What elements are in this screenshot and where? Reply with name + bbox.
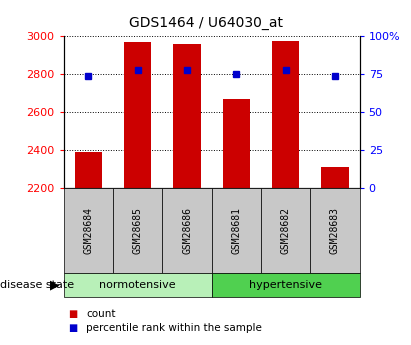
Text: GSM28684: GSM28684 [83, 207, 93, 254]
Text: percentile rank within the sample: percentile rank within the sample [86, 323, 262, 333]
Bar [321, 167, 349, 188]
Bar [223, 99, 250, 188]
Text: ■: ■ [68, 309, 77, 319]
Bar [75, 152, 102, 188]
Text: ■: ■ [68, 323, 77, 333]
Text: GSM28683: GSM28683 [330, 207, 340, 254]
Text: ▶: ▶ [50, 278, 60, 291]
Text: GSM28681: GSM28681 [231, 207, 241, 254]
Text: hypertensive: hypertensive [249, 280, 322, 289]
Text: normotensive: normotensive [99, 280, 176, 289]
Text: GSM28686: GSM28686 [182, 207, 192, 254]
Text: GDS1464 / U64030_at: GDS1464 / U64030_at [129, 16, 282, 30]
Text: disease state: disease state [0, 280, 74, 289]
Bar [272, 41, 299, 188]
Text: GSM28682: GSM28682 [281, 207, 291, 254]
Text: count: count [86, 309, 116, 319]
Text: GSM28685: GSM28685 [133, 207, 143, 254]
Bar [173, 44, 201, 188]
Bar [124, 42, 151, 188]
